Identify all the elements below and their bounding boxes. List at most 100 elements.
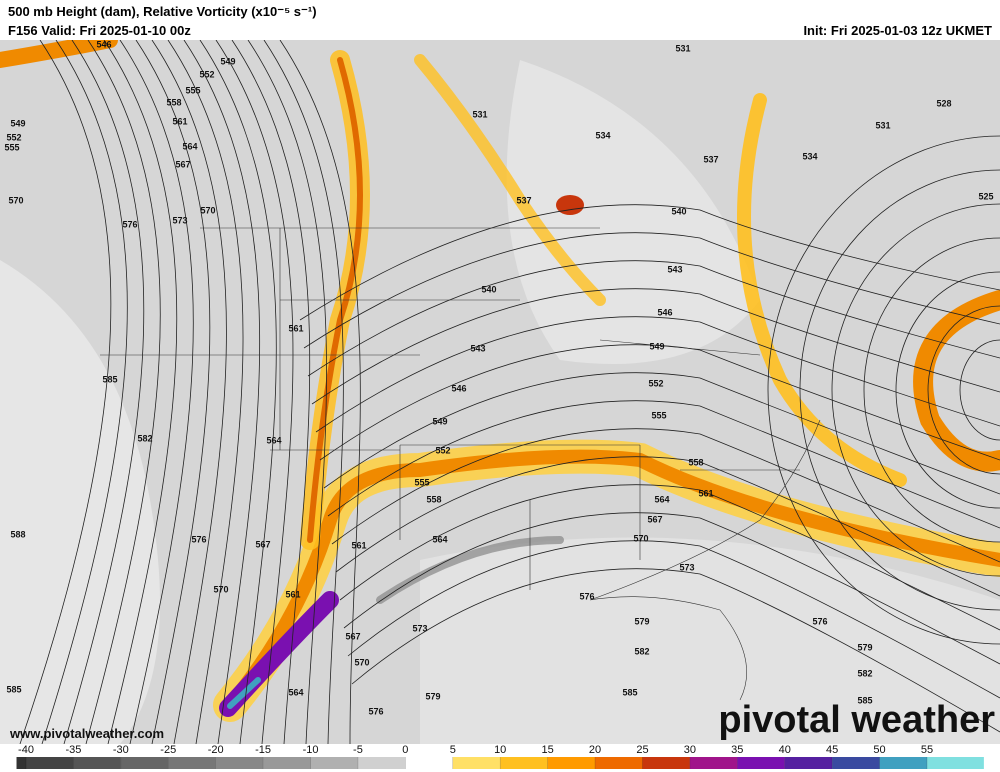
contour-label: 570 bbox=[8, 195, 23, 205]
valid-time: F156 Valid: Fri 2025-01-10 00z bbox=[8, 23, 191, 38]
contour-label: 555 bbox=[4, 142, 19, 152]
contour-label: 579 bbox=[425, 691, 440, 701]
contour-label: 579 bbox=[634, 616, 649, 626]
colorbar-segment bbox=[500, 757, 548, 769]
contour-line bbox=[135, 39, 211, 745]
colorbar-segment bbox=[547, 757, 596, 769]
colorbar-segment bbox=[168, 757, 216, 769]
colorbar-segment bbox=[120, 757, 169, 769]
contour-label: 570 bbox=[633, 533, 648, 543]
contour-line bbox=[41, 39, 128, 745]
contour-label: 561 bbox=[172, 116, 187, 126]
colorbar-tick-label: -15 bbox=[255, 744, 271, 756]
contour-label: 564 bbox=[266, 435, 281, 445]
contour-label: 576 bbox=[122, 219, 137, 229]
contour-line bbox=[895, 271, 1000, 509]
contour-label: 570 bbox=[200, 205, 215, 215]
contour-label: 543 bbox=[667, 264, 682, 274]
contour-line bbox=[347, 540, 1000, 699]
colorbar: -40 -35 -30 -25 -20 -15 -10 -5 0 5 10 15 20 25 30 35 40 4… bbox=[16, 744, 984, 769]
contour-label: 585 bbox=[102, 374, 117, 384]
coast bbox=[589, 419, 821, 701]
contour-line bbox=[151, 39, 227, 745]
colorbar-tick-label: 45 bbox=[826, 744, 838, 756]
contour-label: 546 bbox=[451, 383, 466, 393]
contour-label: 549 bbox=[649, 341, 664, 351]
contour-line bbox=[183, 39, 261, 745]
colorbar-segment bbox=[26, 757, 74, 769]
contour-line bbox=[315, 316, 1000, 433]
colorbar-segment bbox=[73, 757, 121, 769]
vort-band bbox=[414, 54, 606, 306]
contour-line bbox=[311, 288, 1000, 405]
colorbar-segment bbox=[689, 757, 738, 769]
contour-label: 585 bbox=[622, 687, 637, 697]
contour-line bbox=[103, 39, 178, 745]
contour-label: 534 bbox=[595, 130, 610, 140]
colorbar-tick-label: -5 bbox=[353, 744, 363, 756]
contour-label: 552 bbox=[6, 132, 21, 142]
borders bbox=[100, 227, 821, 701]
colorbar-tick-label: 55 bbox=[921, 744, 933, 756]
contour-label: 561 bbox=[351, 540, 366, 550]
contour-label: 537 bbox=[703, 154, 718, 164]
colorbar-tick-label: 15 bbox=[541, 744, 553, 756]
colorbar-segment bbox=[452, 757, 501, 769]
colorbar-tick-label: 10 bbox=[494, 744, 506, 756]
contour-label: 546 bbox=[657, 307, 672, 317]
contour-line bbox=[247, 39, 327, 745]
vort-band bbox=[223, 449, 1000, 712]
contour-label: 564 bbox=[432, 534, 447, 544]
colorbar-segment bbox=[879, 757, 927, 769]
contour-label: 531 bbox=[472, 109, 487, 119]
contour-label: 567 bbox=[345, 631, 360, 641]
contour-label: 558 bbox=[426, 494, 441, 504]
website: www.pivotalweather.com bbox=[9, 726, 164, 741]
colorbar-segment bbox=[405, 757, 453, 769]
colorbar-tick-label: -35 bbox=[65, 744, 81, 756]
colorbar-tick-label: 50 bbox=[873, 744, 885, 756]
vort-band bbox=[737, 93, 907, 487]
colorbar-tick-label: 30 bbox=[684, 744, 696, 756]
contour-label: 570 bbox=[213, 584, 228, 594]
contour-label: 525 bbox=[978, 191, 993, 201]
contour-label: 576 bbox=[368, 706, 383, 716]
contour-label: 561 bbox=[285, 589, 300, 599]
vort-band bbox=[307, 57, 363, 543]
header-bar bbox=[0, 0, 1000, 40]
contour-label: 573 bbox=[412, 623, 427, 633]
vort-band bbox=[913, 290, 1000, 472]
colorbar-segment bbox=[595, 757, 643, 769]
colorbar-segment bbox=[357, 757, 406, 769]
contour-line bbox=[831, 203, 1000, 577]
colorbar-tick-label: -10 bbox=[303, 744, 319, 756]
contour-label: 567 bbox=[175, 159, 190, 169]
colorbar-tick-label: -25 bbox=[160, 744, 176, 756]
contour-label: 549 bbox=[432, 416, 447, 426]
contour-label: 567 bbox=[647, 514, 662, 524]
contour-line bbox=[119, 39, 194, 745]
contour-label: 573 bbox=[679, 562, 694, 572]
contour-label: 579 bbox=[857, 642, 872, 652]
contour-label: 543 bbox=[470, 343, 485, 353]
title: 500 mb Height (dam), Relative Vorticity … bbox=[8, 4, 317, 19]
contour-label: 540 bbox=[481, 284, 496, 294]
contour-line bbox=[343, 512, 1000, 665]
colorbar-tick-label: 35 bbox=[731, 744, 743, 756]
contour-line bbox=[335, 456, 1000, 597]
colorbar-segment bbox=[215, 757, 264, 769]
contour-label: 585 bbox=[857, 695, 872, 705]
contour-line bbox=[323, 372, 1000, 495]
contour-label: 558 bbox=[166, 97, 181, 107]
contour-line bbox=[863, 237, 1000, 543]
colorbar-segment bbox=[263, 757, 311, 769]
contour-line bbox=[279, 39, 361, 745]
contour-label: 570 bbox=[354, 657, 369, 667]
contour-label: 552 bbox=[435, 445, 450, 455]
contour-label: 537 bbox=[516, 195, 531, 205]
colorbar-tick-label: 5 bbox=[450, 744, 456, 756]
contour-label: 555 bbox=[651, 410, 666, 420]
colorbar-segment bbox=[784, 757, 833, 769]
contour-label: 582 bbox=[634, 646, 649, 656]
contour-line bbox=[167, 39, 244, 745]
